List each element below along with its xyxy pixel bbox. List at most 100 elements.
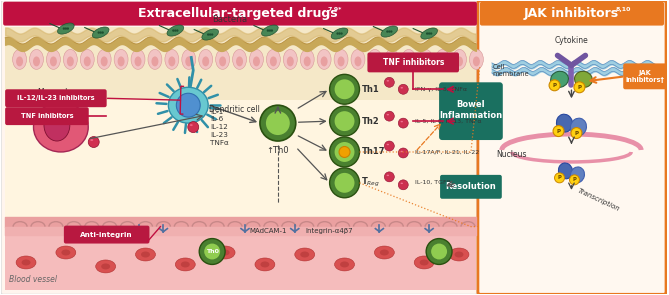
- Ellipse shape: [559, 163, 573, 179]
- Circle shape: [341, 32, 343, 35]
- Ellipse shape: [571, 118, 587, 136]
- Ellipse shape: [334, 50, 348, 69]
- Text: Th2: Th2: [361, 117, 379, 126]
- Ellipse shape: [56, 246, 76, 259]
- Circle shape: [177, 93, 200, 117]
- Ellipse shape: [401, 87, 403, 88]
- FancyBboxPatch shape: [5, 107, 89, 125]
- Ellipse shape: [29, 50, 43, 69]
- Ellipse shape: [266, 50, 280, 69]
- Ellipse shape: [401, 121, 403, 122]
- Ellipse shape: [317, 50, 331, 69]
- Circle shape: [428, 32, 430, 35]
- Ellipse shape: [181, 261, 190, 268]
- Circle shape: [330, 74, 359, 104]
- Bar: [5, 27, 476, 100]
- Ellipse shape: [182, 50, 196, 69]
- Ellipse shape: [175, 258, 195, 271]
- Ellipse shape: [260, 261, 270, 268]
- Circle shape: [553, 126, 564, 137]
- Ellipse shape: [114, 50, 128, 69]
- Ellipse shape: [439, 56, 446, 66]
- Ellipse shape: [13, 50, 27, 69]
- Circle shape: [266, 111, 290, 135]
- Ellipse shape: [67, 56, 74, 66]
- FancyBboxPatch shape: [440, 175, 502, 199]
- Ellipse shape: [101, 56, 108, 66]
- Ellipse shape: [190, 124, 193, 126]
- Circle shape: [204, 244, 220, 260]
- Ellipse shape: [557, 114, 573, 132]
- FancyBboxPatch shape: [1, 1, 477, 294]
- Ellipse shape: [84, 56, 91, 66]
- FancyBboxPatch shape: [478, 1, 666, 294]
- Circle shape: [571, 128, 582, 139]
- Bar: [5, 100, 476, 227]
- Ellipse shape: [185, 56, 192, 66]
- Circle shape: [386, 30, 389, 33]
- Ellipse shape: [387, 80, 389, 81]
- Ellipse shape: [233, 50, 246, 69]
- Ellipse shape: [401, 183, 403, 184]
- Ellipse shape: [96, 260, 116, 273]
- Text: Integrin-α4β7: Integrin-α4β7: [306, 228, 353, 234]
- FancyBboxPatch shape: [367, 53, 459, 72]
- Text: P: P: [575, 131, 579, 136]
- Ellipse shape: [44, 109, 70, 141]
- Text: Dendritic cell: Dendritic cell: [209, 105, 260, 114]
- FancyBboxPatch shape: [64, 226, 149, 244]
- Text: Transcription: Transcription: [577, 187, 620, 212]
- Circle shape: [398, 148, 408, 158]
- Ellipse shape: [80, 50, 94, 69]
- Ellipse shape: [33, 56, 40, 66]
- Circle shape: [199, 239, 225, 264]
- Circle shape: [426, 32, 428, 35]
- Text: IL-10, TGFβ: IL-10, TGFβ: [415, 180, 451, 185]
- Circle shape: [390, 30, 393, 33]
- Text: 7,9*: 7,9*: [328, 7, 342, 12]
- Ellipse shape: [92, 27, 109, 38]
- Ellipse shape: [253, 56, 260, 66]
- Ellipse shape: [165, 50, 179, 69]
- Circle shape: [209, 33, 211, 36]
- Circle shape: [385, 77, 394, 87]
- Ellipse shape: [215, 50, 229, 69]
- Text: Anti-integrin: Anti-integrin: [80, 232, 133, 237]
- Text: Cell
membrane: Cell membrane: [493, 64, 529, 77]
- Text: Blood vessel: Blood vessel: [9, 275, 57, 284]
- Ellipse shape: [141, 252, 150, 258]
- Text: Th17: Th17: [361, 148, 385, 156]
- Circle shape: [65, 27, 67, 30]
- Text: 8,10: 8,10: [615, 7, 631, 12]
- Circle shape: [330, 168, 359, 198]
- Circle shape: [334, 79, 355, 99]
- Ellipse shape: [64, 50, 78, 69]
- Ellipse shape: [169, 87, 208, 123]
- Circle shape: [569, 175, 579, 185]
- Circle shape: [260, 105, 296, 141]
- Ellipse shape: [284, 50, 297, 69]
- Circle shape: [267, 30, 269, 32]
- Circle shape: [334, 111, 355, 131]
- Circle shape: [334, 173, 355, 193]
- Ellipse shape: [202, 29, 219, 40]
- Circle shape: [339, 32, 341, 35]
- Ellipse shape: [454, 252, 464, 258]
- Circle shape: [176, 30, 179, 32]
- Text: IFN-γ, IL-6, TNFα: IFN-γ, IL-6, TNFα: [415, 87, 467, 92]
- Ellipse shape: [456, 56, 463, 66]
- Circle shape: [398, 180, 408, 190]
- Text: MAdCAM-1: MAdCAM-1: [249, 228, 286, 234]
- Text: Bowel
Inflammation: Bowel Inflammation: [440, 100, 502, 120]
- Text: TNF inhibitors: TNF inhibitors: [21, 113, 74, 119]
- Circle shape: [211, 33, 213, 36]
- Ellipse shape: [401, 151, 403, 152]
- Circle shape: [330, 137, 359, 167]
- Text: Bacteria: Bacteria: [213, 14, 248, 24]
- Text: P: P: [553, 83, 557, 88]
- Ellipse shape: [131, 50, 145, 69]
- Circle shape: [102, 31, 104, 34]
- Ellipse shape: [405, 56, 412, 66]
- Circle shape: [188, 122, 199, 132]
- Ellipse shape: [90, 139, 93, 141]
